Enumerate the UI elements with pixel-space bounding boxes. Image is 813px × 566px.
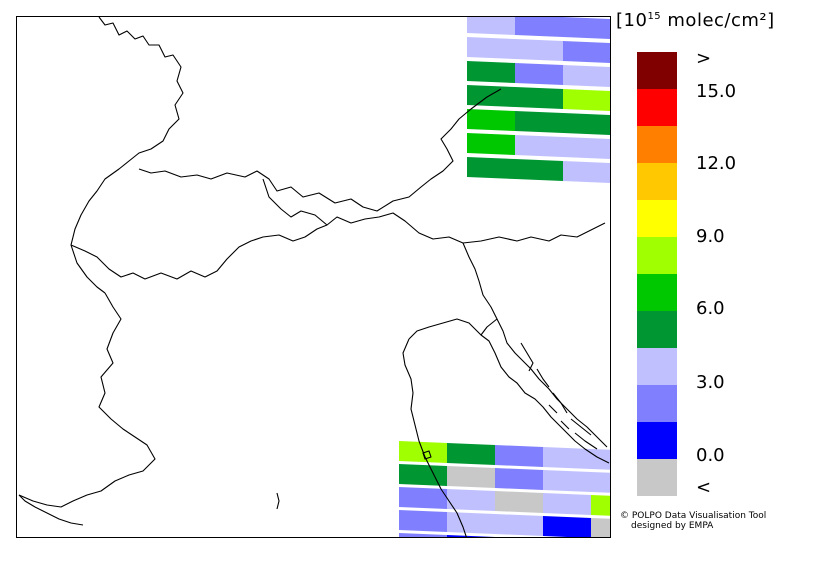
- swath-pixel: [447, 489, 495, 511]
- swath-pixel: [467, 133, 515, 155]
- swath-pixel: [563, 17, 610, 39]
- swath-pixel: [515, 111, 563, 133]
- swath-pixel: [515, 39, 563, 61]
- border-line-north: [70, 17, 184, 294]
- swath-pixel: [495, 468, 543, 490]
- swath-pixel: [467, 157, 515, 179]
- colorbar-label: 15.0: [696, 81, 737, 102]
- coastline-italy-adriatic: [408, 318, 610, 464]
- border-line-slovenia: [462, 242, 498, 336]
- swath-pixel: [563, 161, 610, 183]
- swath-pixel: [515, 135, 563, 157]
- swath-pixel: [495, 537, 543, 538]
- colorbar-label: 3.0: [696, 372, 725, 393]
- swath-pixel: [447, 466, 495, 488]
- map-canvas[interactable]: [17, 17, 611, 538]
- swath-pixel: [447, 443, 495, 465]
- swath-pixel: [399, 533, 447, 537]
- map-frame[interactable]: [16, 16, 611, 538]
- swath-pixel: [543, 516, 591, 537]
- swath-pixel: [591, 495, 610, 516]
- colorbar-bin: [637, 52, 677, 89]
- border-line-alps-south: [262, 178, 606, 244]
- colorbar-label: 12.0: [696, 153, 737, 174]
- swath-pixel: [515, 87, 563, 109]
- coastline-croatia: [496, 318, 608, 448]
- borders-and-coastlines: [18, 17, 610, 537]
- colorbar-bin: [637, 311, 677, 348]
- unit-label: [1015 molec/cm²]: [616, 10, 775, 31]
- swath-pixel: [591, 449, 610, 470]
- credit-line-2: designed by EMPA: [631, 521, 714, 531]
- coastline-italy-tyrrhenian: [402, 338, 467, 537]
- swath-pixel: [495, 514, 543, 536]
- swath-pixel: [467, 17, 515, 35]
- swath-pixel: [399, 464, 447, 486]
- swath-pixel: [467, 61, 515, 83]
- swath-pixel: [515, 63, 563, 85]
- swath-pixel: [591, 518, 610, 537]
- colorbar-bin: [637, 126, 677, 163]
- border-line-swiss-italy: [70, 224, 328, 280]
- islands-croatia: [520, 342, 598, 450]
- swath-pixel: [399, 510, 447, 532]
- swath-pixel: [495, 445, 543, 467]
- swath-pixel: [591, 472, 610, 493]
- swath-pixel: [467, 109, 515, 131]
- coastline-corsica: [276, 492, 280, 510]
- satellite-swath-north-east: [467, 17, 610, 183]
- swath-pixel: [543, 470, 591, 492]
- swath-pixel: [563, 89, 610, 111]
- swath-pixel: [563, 113, 610, 135]
- island-elba: [422, 450, 432, 460]
- swath-pixel: [543, 447, 591, 469]
- swath-pixel: [467, 37, 515, 59]
- colorbar-bin: [637, 163, 677, 200]
- credit-line-1: © POLPO Data Visualisation Tool: [620, 511, 767, 521]
- border-line-france-italy: [18, 292, 156, 508]
- swath-pixel: [563, 137, 610, 159]
- colorbar-bin: [637, 89, 677, 126]
- colorbar-bin: [637, 422, 677, 459]
- satellite-swath-south-east: [399, 441, 610, 538]
- colorbar-bin: [637, 274, 677, 311]
- swath-pixel: [543, 493, 591, 515]
- colorbar-bin: [637, 237, 677, 274]
- colorbar-label: 0.0: [696, 445, 725, 466]
- colorbar-bin: [637, 459, 677, 496]
- swath-pixel: [447, 512, 495, 534]
- coastline-france-south: [18, 494, 84, 526]
- swath-pixel: [515, 17, 563, 37]
- colorbar-bin: [637, 385, 677, 422]
- swath-pixel: [495, 491, 543, 513]
- colorbar-bin: [637, 348, 677, 385]
- swath-pixel: [399, 487, 447, 509]
- colorbar-label: <: [696, 477, 712, 498]
- colorbar-label: 6.0: [696, 298, 725, 319]
- colorbar-label: 9.0: [696, 226, 725, 247]
- colorbar: [637, 52, 677, 496]
- swath-pixel: [563, 41, 610, 63]
- swath-pixel: [515, 159, 563, 181]
- swath-pixel: [563, 65, 610, 87]
- colorbar-label: >: [696, 48, 712, 69]
- swath-pixel: [447, 535, 495, 537]
- swath-pixel: [467, 85, 515, 107]
- credit-text: © POLPO Data Visualisation Tool designed…: [620, 511, 766, 531]
- colorbar-bin: [637, 200, 677, 237]
- border-line-alps-north: [138, 88, 502, 212]
